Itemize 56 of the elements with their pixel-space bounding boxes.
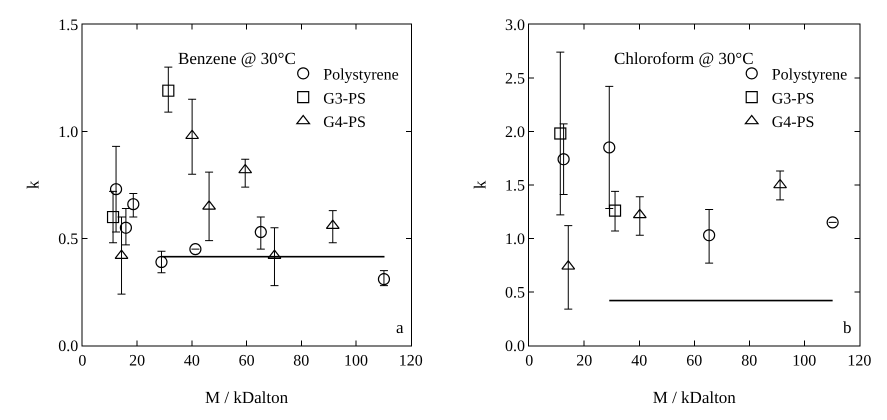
x-axis-title: M / kDalton [652, 388, 736, 408]
point [254, 226, 267, 238]
point [268, 249, 282, 259]
y-tick-label: 0.5 [58, 231, 78, 248]
point [558, 153, 570, 166]
point [155, 256, 168, 268]
x-axis-title: M / kDalton [205, 388, 289, 408]
x-tick-label: 120 [847, 352, 872, 370]
y-tick-label: 0.0 [505, 338, 526, 356]
y-tick-label: 1.0 [58, 124, 78, 141]
point [603, 141, 616, 154]
legend-label: Polystyrene [323, 66, 399, 84]
legend-label: Polystyrene [772, 66, 848, 84]
point [826, 216, 839, 228]
point [378, 273, 390, 286]
y-axis-title: k [470, 180, 490, 190]
point [114, 249, 128, 259]
x-tick-label: 60 [238, 352, 255, 370]
x-tick-label: 20 [129, 352, 146, 370]
x-tick-label: 80 [741, 352, 758, 370]
legend-label: G4-PS [772, 114, 814, 132]
legend-label: G3-PS [323, 90, 366, 108]
point [120, 222, 132, 234]
point [106, 210, 120, 224]
x-tick-label: 100 [792, 352, 816, 370]
point [110, 183, 122, 196]
legend-label: G3-PS [772, 90, 814, 108]
y-tick-label: 0.0 [58, 338, 78, 356]
x-tick-label: 100 [344, 352, 368, 370]
y-tick-label: 0.5 [505, 284, 526, 302]
y-tick-label: 1.0 [505, 231, 526, 248]
x-tick-label: 0 [78, 352, 86, 370]
point [162, 84, 174, 97]
x-tick-label: 60 [686, 352, 702, 370]
annotation: Chloroform @ 30°C [614, 49, 754, 68]
x-tick-label: 40 [184, 352, 200, 370]
y-tick-label: 2.5 [505, 70, 526, 88]
y-tick-label: 3.0 [505, 16, 526, 34]
x-tick-label: 0 [525, 352, 534, 370]
point [127, 198, 140, 210]
point [189, 243, 202, 256]
point [703, 229, 716, 242]
y-tick-label: 2.0 [505, 124, 526, 141]
y-axis-title: k [24, 180, 43, 190]
annotation: b [843, 318, 852, 337]
annotation: Benzene @ 30°C [178, 49, 296, 68]
point [608, 204, 622, 217]
x-tick-label: 40 [631, 352, 648, 370]
annotation: a [396, 318, 404, 337]
x-tick-label: 80 [293, 352, 310, 370]
x-tick-label: 20 [576, 352, 592, 370]
y-tick-label: 1.5 [505, 178, 526, 195]
x-tick-label: 120 [398, 352, 423, 370]
y-tick-label: 1.5 [58, 16, 78, 34]
legend-label: G4-PS [323, 114, 366, 132]
point [554, 127, 566, 140]
